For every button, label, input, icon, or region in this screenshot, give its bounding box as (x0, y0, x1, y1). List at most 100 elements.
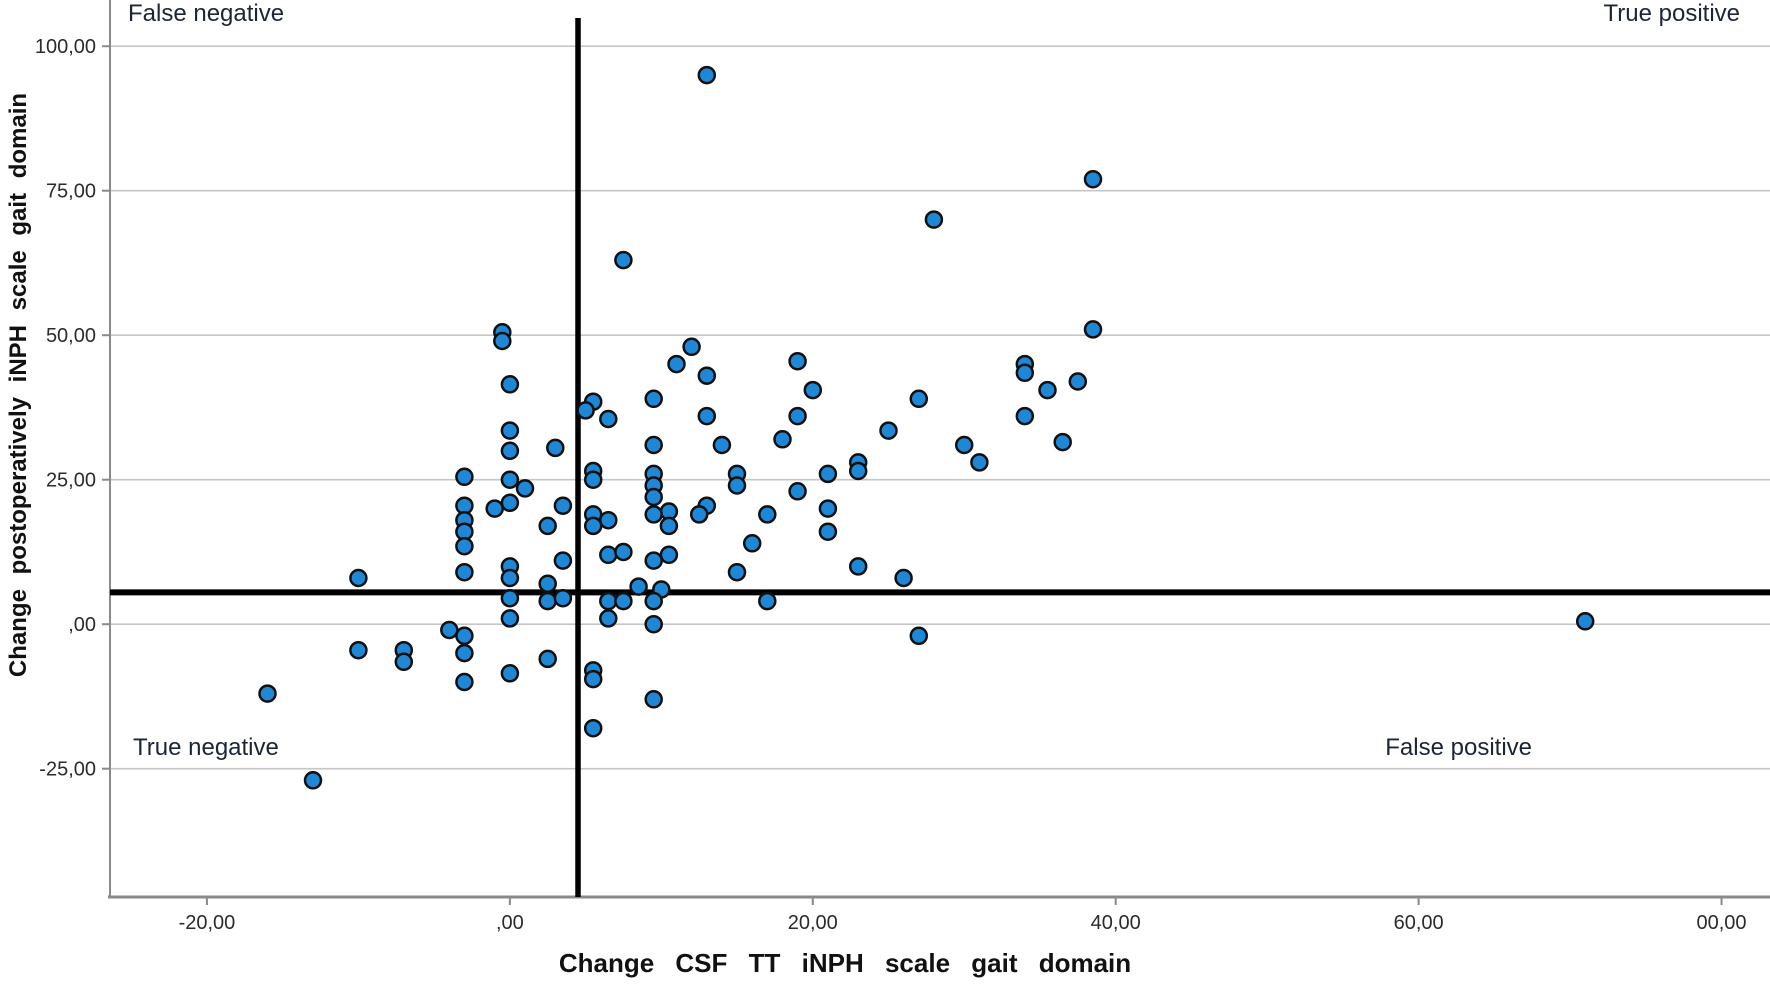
data-point (644, 487, 663, 507)
data-point (553, 496, 573, 515)
data-point (614, 591, 633, 611)
data-point (349, 640, 368, 660)
data-point (818, 464, 838, 484)
data-point (455, 467, 474, 487)
quadrant-label-false-positive: False positive (1385, 734, 1532, 761)
data-point (614, 542, 633, 562)
data-point (644, 551, 663, 570)
x-axis-title: Change CSF TT iNPH scale gait domain (559, 948, 1131, 978)
data-point (455, 562, 474, 582)
data-point (644, 690, 663, 709)
data-point (583, 669, 603, 689)
data-point (599, 545, 618, 565)
data-point (818, 522, 838, 541)
data-point (909, 389, 929, 409)
x-tick-label: 20,00 (788, 912, 838, 934)
data-point (727, 562, 747, 582)
data-point (583, 470, 603, 489)
data-point (894, 568, 913, 588)
data-point (773, 430, 792, 449)
y-tick-label: ,00 (68, 614, 96, 636)
data-point (758, 591, 777, 611)
data-point (303, 771, 323, 790)
data-point (1015, 363, 1035, 383)
data-point (667, 354, 686, 374)
quadrant-label-false-negative: False negative (128, 0, 284, 27)
x-tick-label: 00,00 (1697, 912, 1747, 934)
data-point (546, 438, 565, 458)
data-point (788, 406, 807, 426)
data-point (349, 568, 368, 588)
data-point (970, 453, 989, 472)
data-points (258, 65, 1595, 790)
data-point (500, 470, 520, 489)
data-point (1053, 432, 1072, 452)
data-point (644, 591, 663, 611)
data-point (803, 380, 823, 400)
quadrant-label-true-positive: True positive (1604, 0, 1741, 27)
data-point (599, 591, 618, 611)
data-point (493, 331, 512, 351)
data-point (848, 557, 868, 576)
x-axis-ticks: -20,00 ,00 20,00 40,00 60,00 00,00 (179, 897, 1747, 934)
x-tick-label: 40,00 (1091, 912, 1141, 934)
data-point (758, 505, 777, 524)
data-point (538, 574, 557, 593)
data-point (644, 505, 663, 524)
data-point (500, 441, 520, 461)
x-tick-label: ,00 (496, 912, 524, 934)
data-point (500, 493, 520, 513)
data-point (848, 461, 868, 481)
data-point (788, 351, 807, 371)
x-tick-label: 60,00 (1394, 912, 1444, 934)
data-point (455, 536, 474, 556)
data-point (455, 672, 474, 692)
y-axis-title: Change postoperatively iNPH scale gait d… (5, 93, 32, 677)
data-point (599, 609, 618, 628)
data-point (1068, 372, 1088, 391)
data-point (659, 545, 679, 565)
data-point (455, 626, 474, 646)
data-point (1083, 169, 1103, 189)
y-tick-label: -25,00 (39, 759, 96, 781)
data-point (712, 435, 732, 455)
data-point (1015, 406, 1035, 426)
data-point (697, 366, 717, 385)
data-point (500, 421, 520, 440)
data-point (689, 505, 709, 524)
x-tick-label: -20,00 (179, 912, 236, 934)
data-point (1083, 320, 1103, 339)
data-point (538, 591, 557, 611)
data-point (1038, 380, 1057, 400)
data-point (394, 652, 414, 672)
data-point (258, 684, 277, 703)
data-point (614, 250, 633, 270)
data-point (500, 609, 520, 628)
gridlines (110, 45, 1770, 770)
data-point (788, 482, 807, 501)
data-point (553, 551, 573, 570)
data-point (1575, 612, 1595, 631)
data-point (485, 499, 504, 518)
data-point (682, 337, 701, 357)
data-point (500, 568, 520, 588)
data-point (538, 516, 557, 536)
data-point (599, 510, 618, 530)
data-point (659, 516, 679, 536)
data-point (644, 435, 663, 455)
data-point (500, 664, 520, 683)
data-point (644, 614, 663, 634)
data-point (629, 577, 648, 596)
data-point (954, 435, 974, 455)
data-point (879, 421, 898, 440)
y-axis-ticks: 100,00 75,00 50,00 25,00 ,00 -25,00 (35, 36, 110, 781)
data-point (440, 620, 459, 640)
data-point (500, 375, 520, 394)
data-point (727, 476, 747, 495)
data-point (538, 649, 557, 669)
data-point (455, 643, 474, 663)
data-point (583, 718, 603, 738)
data-point (576, 401, 595, 420)
